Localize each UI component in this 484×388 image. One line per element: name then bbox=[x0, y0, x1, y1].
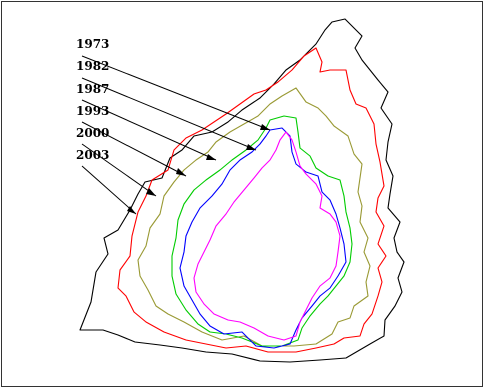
leader-2003 bbox=[81, 165, 137, 215]
year-labels: 1973 1982 1987 1993 2000 2003 bbox=[76, 37, 109, 162]
arrowhead-2000 bbox=[146, 188, 156, 196]
leader-1982 bbox=[81, 77, 257, 151]
arrowhead-1973 bbox=[260, 124, 270, 130]
label-2003: 2003 bbox=[76, 148, 109, 162]
leader-2000 bbox=[81, 143, 157, 197]
contour-group bbox=[79, 18, 405, 363]
contour-2000 bbox=[117, 47, 387, 353]
arrowhead-2003 bbox=[127, 206, 136, 214]
contour-1993 bbox=[137, 87, 371, 347]
contour-2003 bbox=[79, 18, 405, 363]
leader-group bbox=[81, 55, 271, 215]
label-2000: 2000 bbox=[76, 126, 109, 140]
arrowhead-1982 bbox=[246, 144, 256, 150]
leader-1993 bbox=[81, 121, 187, 177]
label-1987: 1987 bbox=[76, 82, 109, 96]
contour-1982 bbox=[179, 127, 347, 349]
label-1993: 1993 bbox=[76, 104, 109, 118]
contour-1973 bbox=[193, 131, 341, 341]
arrowhead-group bbox=[127, 124, 270, 214]
leader-1987 bbox=[81, 99, 217, 161]
label-1973: 1973 bbox=[76, 37, 109, 51]
label-1982: 1982 bbox=[76, 59, 109, 73]
arrowhead-1993 bbox=[176, 168, 186, 176]
leader-1973 bbox=[81, 55, 271, 131]
arrowhead-1987 bbox=[206, 154, 216, 160]
